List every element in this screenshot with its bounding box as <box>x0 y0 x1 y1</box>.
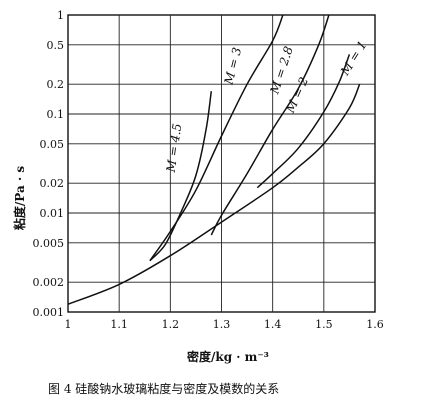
x-tick-labels: 1 1.1 1.2 1.3 1.4 1.5 1.6 <box>65 318 384 331</box>
y-tick-label: 1 <box>57 9 64 22</box>
figure-caption: 图 4 硅酸钠水玻璃粘度与密度及模数的关系 <box>48 381 279 396</box>
grid <box>67 14 376 313</box>
x-tick-label: 1.3 <box>213 318 231 331</box>
x-tick-label: 1.2 <box>162 318 180 331</box>
y-tick-label: 0.01 <box>40 207 65 220</box>
y-tick-label: 0.002 <box>33 276 65 289</box>
y-axis-title: 粘度/Pa · s <box>12 166 27 230</box>
y-tick-label: 0.2 <box>47 78 65 91</box>
series-line-m3 <box>149 14 284 262</box>
y-tick-label: 0.05 <box>40 138 65 151</box>
y-tick-label: 0.1 <box>47 108 65 121</box>
y-tick-label: 0.005 <box>33 237 65 250</box>
x-axis-title: 密度/kg · m⁻³ <box>187 349 269 364</box>
curve-label-m4-5: M = 4.5 <box>164 122 185 174</box>
x-tick-label: 1 <box>65 318 72 331</box>
series-lines <box>67 14 361 305</box>
x-tick-label: 1.5 <box>315 318 333 331</box>
y-tick-labels: 1 0.5 0.2 0.1 0.05 0.02 0.01 0.005 0.002 0.001 <box>33 9 65 319</box>
curve-label-m3: M = 3 <box>221 46 244 87</box>
x-tick-label: 1.6 <box>366 318 384 331</box>
series-line-m1 <box>67 83 361 305</box>
curve-label-m2: M = 2 <box>283 75 311 116</box>
series-line-m4-5 <box>149 91 213 262</box>
series-line-m2-8 <box>210 14 330 236</box>
x-tick-label: 1.1 <box>110 318 128 331</box>
curve-labels: M = 1M = 2M = 2.8M = 3M = 4.5 <box>164 38 370 174</box>
series-line-m2 <box>256 54 351 189</box>
y-tick-label: 0.001 <box>33 306 65 319</box>
y-tick-label: 0.02 <box>40 177 65 190</box>
x-tick-label: 1.4 <box>264 318 282 331</box>
y-tick-label: 0.5 <box>47 39 65 52</box>
